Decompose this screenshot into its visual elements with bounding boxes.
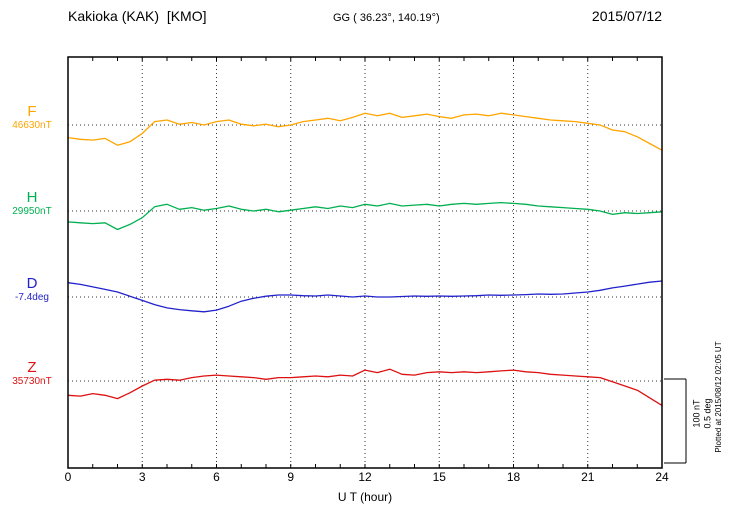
- trace-H: [67, 201, 663, 231]
- x-axis-label: U T (hour): [337, 490, 393, 504]
- x-tick-label: 21: [581, 470, 595, 484]
- channel-label-D: D -7.4deg: [2, 275, 62, 304]
- x-tick-label: 18: [506, 470, 521, 484]
- channel-baseline-F: 46630nT: [12, 120, 52, 132]
- scale-bar-deg-label: 0.5 deg: [702, 398, 713, 429]
- scale-bar-nt-label: 100 nT: [691, 399, 702, 428]
- x-tick-label: 6: [213, 470, 220, 484]
- channel-letter-Z: Z: [27, 359, 37, 376]
- trace-F: [67, 112, 663, 151]
- plotted-at-note: Plotted at 2015/08/12 02:05 UT: [714, 341, 723, 453]
- x-tick-label: 0: [64, 470, 72, 484]
- x-tick-label: 15: [432, 470, 446, 484]
- channel-baseline-H: 29950nT: [12, 206, 52, 218]
- station-title: Kakioka (KAK) [KMO]: [68, 8, 207, 24]
- x-tick-label: 3: [138, 470, 146, 484]
- channel-label-Z: Z 35730nT: [2, 359, 62, 388]
- x-tick-label: 9: [287, 470, 295, 484]
- channel-letter-H: H: [26, 189, 38, 206]
- channel-baseline-D: -7.4deg: [15, 292, 49, 304]
- x-tick-label: 24: [655, 470, 669, 484]
- channel-label-F: F 46630nT: [2, 103, 62, 132]
- trace-Z: [67, 368, 663, 407]
- geographic-coords: GG ( 36.23°, 140.19°): [333, 12, 440, 24]
- plot-border: [67, 56, 663, 469]
- trace-D: [67, 280, 663, 313]
- channel-letter-D: D: [26, 275, 38, 292]
- channel-letter-F: F: [27, 103, 37, 120]
- plot-date: 2015/07/12: [591, 8, 662, 24]
- channel-label-H: H 29950nT: [2, 189, 62, 218]
- channel-baseline-Z: 35730nT: [12, 376, 52, 388]
- x-tick-label: 12: [358, 470, 372, 484]
